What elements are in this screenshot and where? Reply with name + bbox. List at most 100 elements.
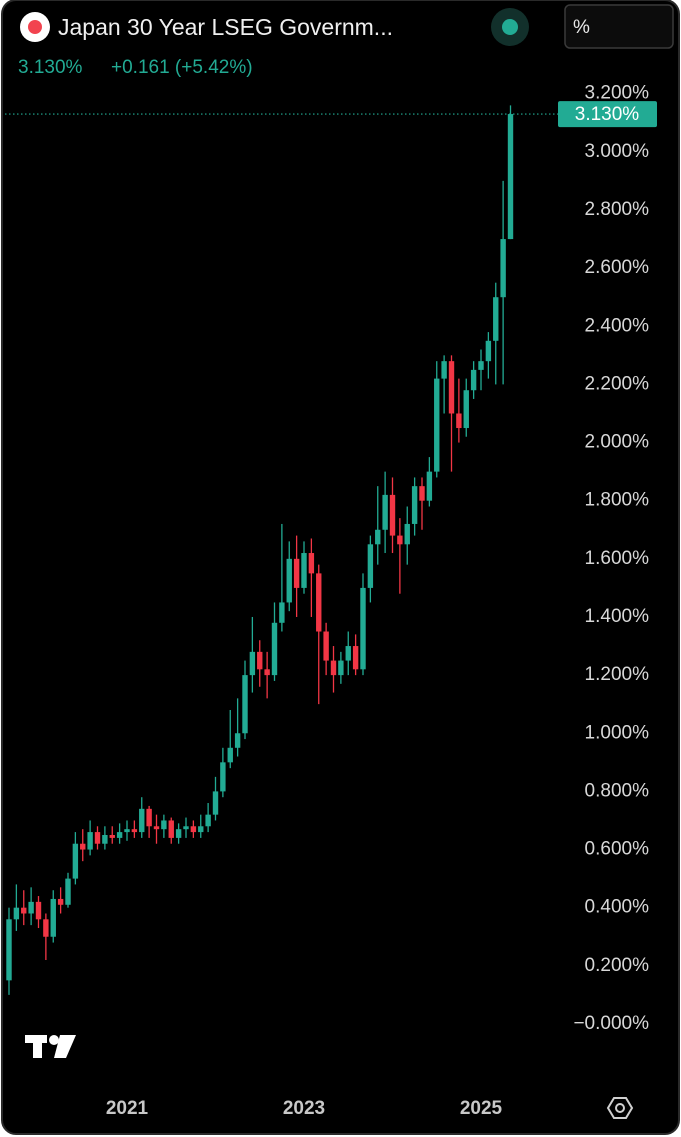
settings-hex bbox=[606, 1097, 634, 1119]
candle-body bbox=[500, 239, 506, 298]
x-tick-label: 2025 bbox=[460, 1098, 503, 1119]
candle-body bbox=[80, 843, 86, 850]
candle-body bbox=[35, 901, 42, 920]
price-label: 3.130% bbox=[18, 57, 83, 78]
unit-button[interactable] bbox=[564, 4, 674, 49]
y-tick-label: 1.600% bbox=[585, 548, 650, 569]
candle-body bbox=[153, 826, 160, 830]
candle-body bbox=[434, 378, 440, 472]
candle-body bbox=[175, 829, 182, 838]
candle-body bbox=[21, 907, 27, 914]
y-tick-label: 2.400% bbox=[585, 315, 650, 336]
candle-body bbox=[65, 878, 71, 905]
candle-body bbox=[308, 553, 315, 574]
y-tick-label: 0.200% bbox=[585, 955, 650, 976]
candle-body bbox=[316, 573, 322, 632]
candle-body bbox=[507, 114, 514, 240]
tv-logo bbox=[25, 1035, 76, 1058]
candle-body bbox=[375, 529, 381, 545]
candle-body bbox=[456, 413, 462, 429]
logo-part bbox=[49, 1035, 59, 1045]
candle-body bbox=[293, 558, 300, 588]
chart-title: Japan 30 Year LSEG Governm... bbox=[58, 14, 393, 40]
status-dot bbox=[502, 19, 518, 35]
candle-body bbox=[102, 835, 108, 844]
candle-body bbox=[448, 361, 455, 414]
candle-body bbox=[470, 369, 477, 391]
y-tick-label: 0.400% bbox=[585, 897, 650, 918]
candle-body bbox=[485, 340, 492, 362]
candle-body bbox=[338, 660, 344, 676]
candle-body bbox=[220, 762, 226, 792]
candle-body bbox=[360, 587, 366, 670]
candle-body bbox=[13, 907, 20, 920]
candle-body bbox=[146, 808, 152, 827]
candle-body bbox=[279, 602, 285, 623]
candle-body bbox=[190, 826, 197, 833]
candle-body bbox=[404, 523, 410, 545]
candle-body bbox=[57, 898, 64, 905]
candle-body bbox=[286, 558, 292, 603]
candle-body bbox=[87, 832, 93, 850]
candle-body bbox=[397, 535, 403, 545]
candle-body bbox=[478, 361, 484, 370]
x-tick-label: 2023 bbox=[283, 1098, 325, 1119]
candle-body bbox=[463, 390, 469, 429]
y-tick-label: −0.000% bbox=[573, 1013, 649, 1034]
candle-body bbox=[198, 826, 204, 833]
candle-body bbox=[43, 919, 49, 937]
candle-body bbox=[28, 901, 34, 914]
candle-body bbox=[131, 829, 138, 833]
candle-body bbox=[72, 843, 79, 879]
candle-body bbox=[441, 361, 447, 379]
last-price-tag bbox=[558, 101, 657, 128]
candle-body bbox=[227, 747, 233, 763]
flag-dot bbox=[28, 20, 42, 34]
candle-body bbox=[161, 820, 167, 830]
candle-body bbox=[139, 808, 145, 833]
candle-body bbox=[493, 297, 499, 341]
candle-body bbox=[426, 471, 433, 501]
candle-body bbox=[345, 646, 351, 661]
candle-body bbox=[50, 898, 56, 937]
candle-body bbox=[124, 829, 130, 833]
candle-body bbox=[352, 646, 359, 670]
candle-body bbox=[382, 494, 388, 530]
candle-body bbox=[94, 832, 101, 844]
y-tick-label: 1.000% bbox=[585, 722, 650, 743]
candle-body bbox=[411, 486, 418, 524]
candle-body bbox=[419, 486, 425, 501]
candle-body bbox=[205, 814, 211, 827]
y-tick-label: 2.600% bbox=[585, 257, 650, 278]
logo-part bbox=[54, 1035, 76, 1058]
candle-body bbox=[234, 733, 241, 748]
candle-body bbox=[367, 544, 374, 588]
candle-body bbox=[116, 832, 123, 838]
settings-icon[interactable] bbox=[606, 1097, 634, 1119]
y-tick-label: 2.800% bbox=[585, 199, 650, 220]
change-label: +0.161 (+5.42%) bbox=[111, 57, 253, 78]
y-tick-label: 0.600% bbox=[585, 839, 650, 860]
candle-body bbox=[301, 553, 307, 588]
candle-body bbox=[109, 835, 115, 838]
x-tick-label: 2021 bbox=[106, 1098, 149, 1119]
y-tick-label: 2.000% bbox=[585, 432, 650, 453]
y-tick-label: 2.200% bbox=[585, 373, 650, 394]
candle-body bbox=[212, 791, 219, 815]
last-price-label: 3.130% bbox=[575, 104, 640, 125]
y-tick-label: 0.800% bbox=[585, 780, 650, 801]
y-tick-label: 1.400% bbox=[585, 606, 650, 627]
candle-body bbox=[330, 660, 337, 676]
y-tick-label: 1.200% bbox=[585, 664, 650, 685]
y-tick-label: 3.000% bbox=[585, 141, 650, 162]
unit-button-label: % bbox=[573, 17, 590, 38]
candle-body bbox=[389, 494, 396, 536]
candle-body bbox=[257, 651, 263, 670]
y-tick-label: 3.200% bbox=[585, 83, 650, 104]
candle-body bbox=[183, 826, 189, 830]
candle-body bbox=[271, 622, 278, 676]
plot-area: −0.000% 0.200% 0.400% 0.600% 0.800% 1.000% 1.2… bbox=[5, 83, 657, 1119]
